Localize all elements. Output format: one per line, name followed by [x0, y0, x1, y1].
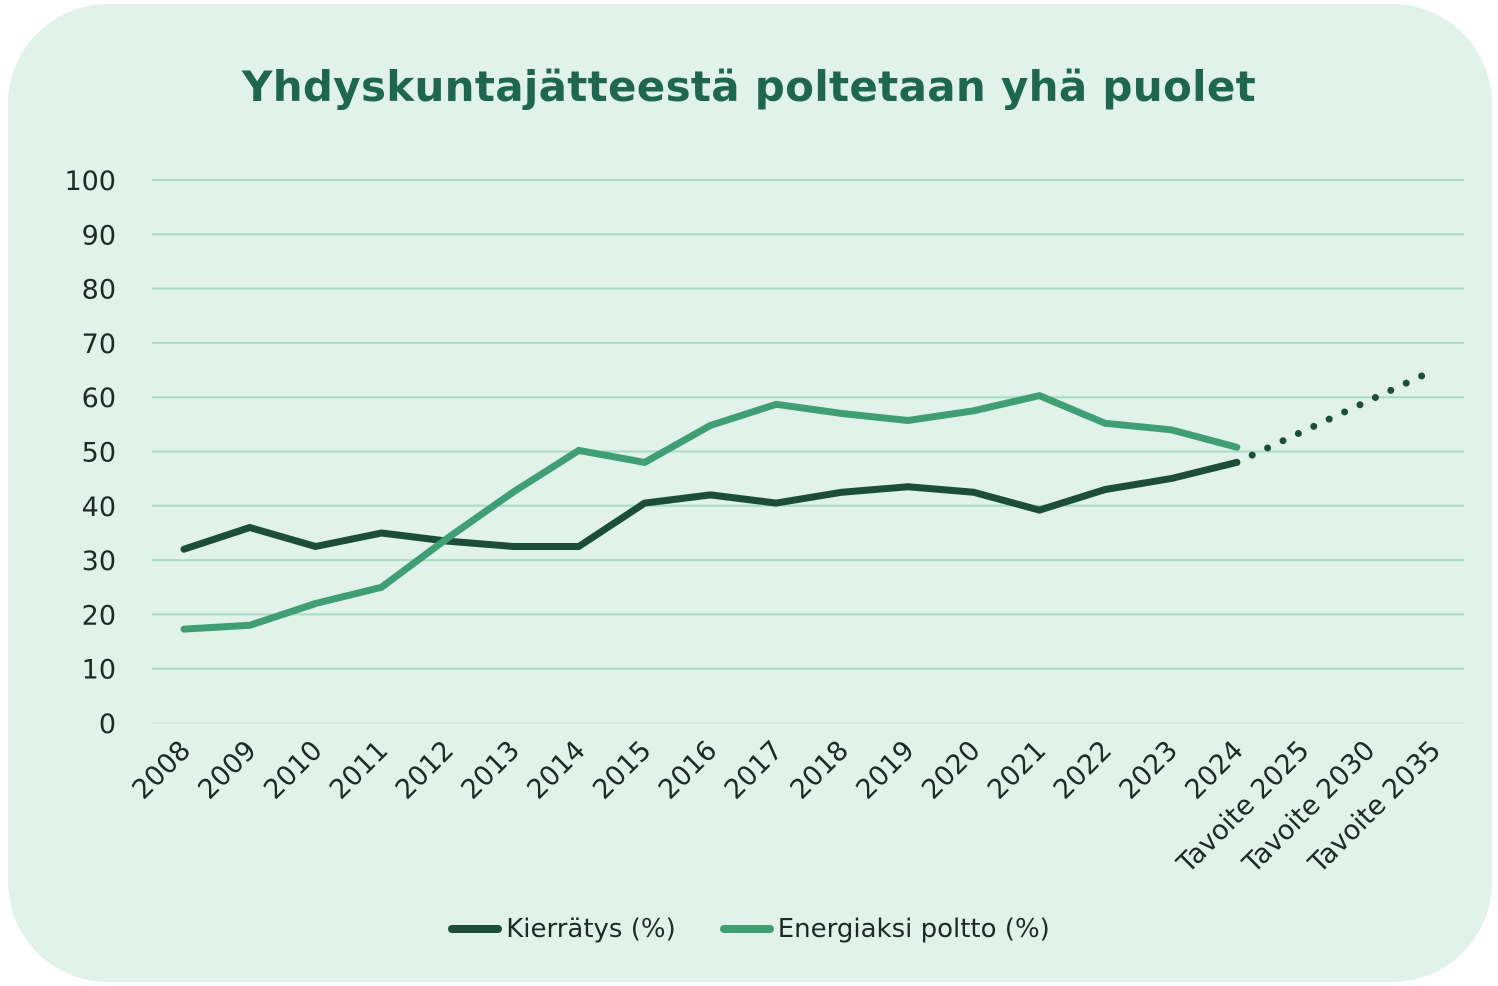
x-tick-label: 2019 [850, 735, 921, 806]
legend-label-energy: Energiaksi poltto (%) [777, 914, 1050, 944]
y-tick-label: 0 [99, 709, 116, 740]
y-tick-label: 10 [82, 655, 116, 686]
x-tick-label: 2017 [719, 735, 790, 806]
x-tick-label: 2018 [784, 735, 855, 806]
x-tick-label: 2008 [126, 735, 197, 806]
x-tick-label: 2011 [324, 735, 395, 806]
legend-swatch-energy [719, 925, 774, 933]
series-line-1 [180, 392, 1241, 633]
y-tick-label: 40 [82, 492, 116, 523]
chart-card [8, 4, 1492, 982]
x-tick-label: 2021 [982, 735, 1053, 806]
legend-swatch-recycling [448, 925, 503, 933]
series-line-0 [180, 458, 1241, 553]
y-tick-label: 100 [64, 166, 116, 197]
y-tick-label: 30 [82, 546, 116, 577]
target-projection-line [1233, 366, 1438, 466]
x-tick-label: 2023 [1113, 735, 1184, 806]
x-tick-label: 2016 [653, 735, 724, 806]
y-tick-label: 20 [82, 600, 116, 631]
legend-item-recycling: Kierrätys (%) [448, 914, 676, 944]
x-tick-label: 2009 [192, 735, 263, 806]
legend-label-recycling: Kierrätys (%) [506, 914, 676, 944]
x-tick-label: 2012 [390, 735, 461, 806]
x-tick-label: 2020 [916, 735, 987, 806]
y-tick-label: 50 [82, 438, 116, 469]
y-tick-label: 80 [82, 275, 116, 306]
y-tick-label: 90 [82, 220, 116, 251]
series-lines [180, 366, 1438, 633]
x-tick-label: 2010 [258, 735, 329, 806]
grid-lines [152, 179, 1464, 724]
chart-title: Yhdyskuntajätteestä poltetaan yhä puolet [242, 62, 1256, 111]
legend: Kierrätys (%) Energiaksi poltto (%) [0, 914, 1498, 944]
x-axis-ticks: 2008200920102011201220132014201520162017… [126, 735, 1447, 880]
y-tick-label: 60 [82, 383, 116, 414]
x-tick-label: 2022 [1048, 735, 1119, 806]
y-axis-ticks: 0 10 20 30 40 50 60 70 80 90 100 [64, 166, 116, 740]
x-tick-label: 2015 [587, 735, 658, 806]
legend-item-energy: Energiaksi poltto (%) [719, 914, 1050, 944]
x-tick-label: 2013 [455, 735, 526, 806]
x-tick-label: 2014 [521, 735, 592, 806]
y-tick-label: 70 [82, 329, 116, 360]
